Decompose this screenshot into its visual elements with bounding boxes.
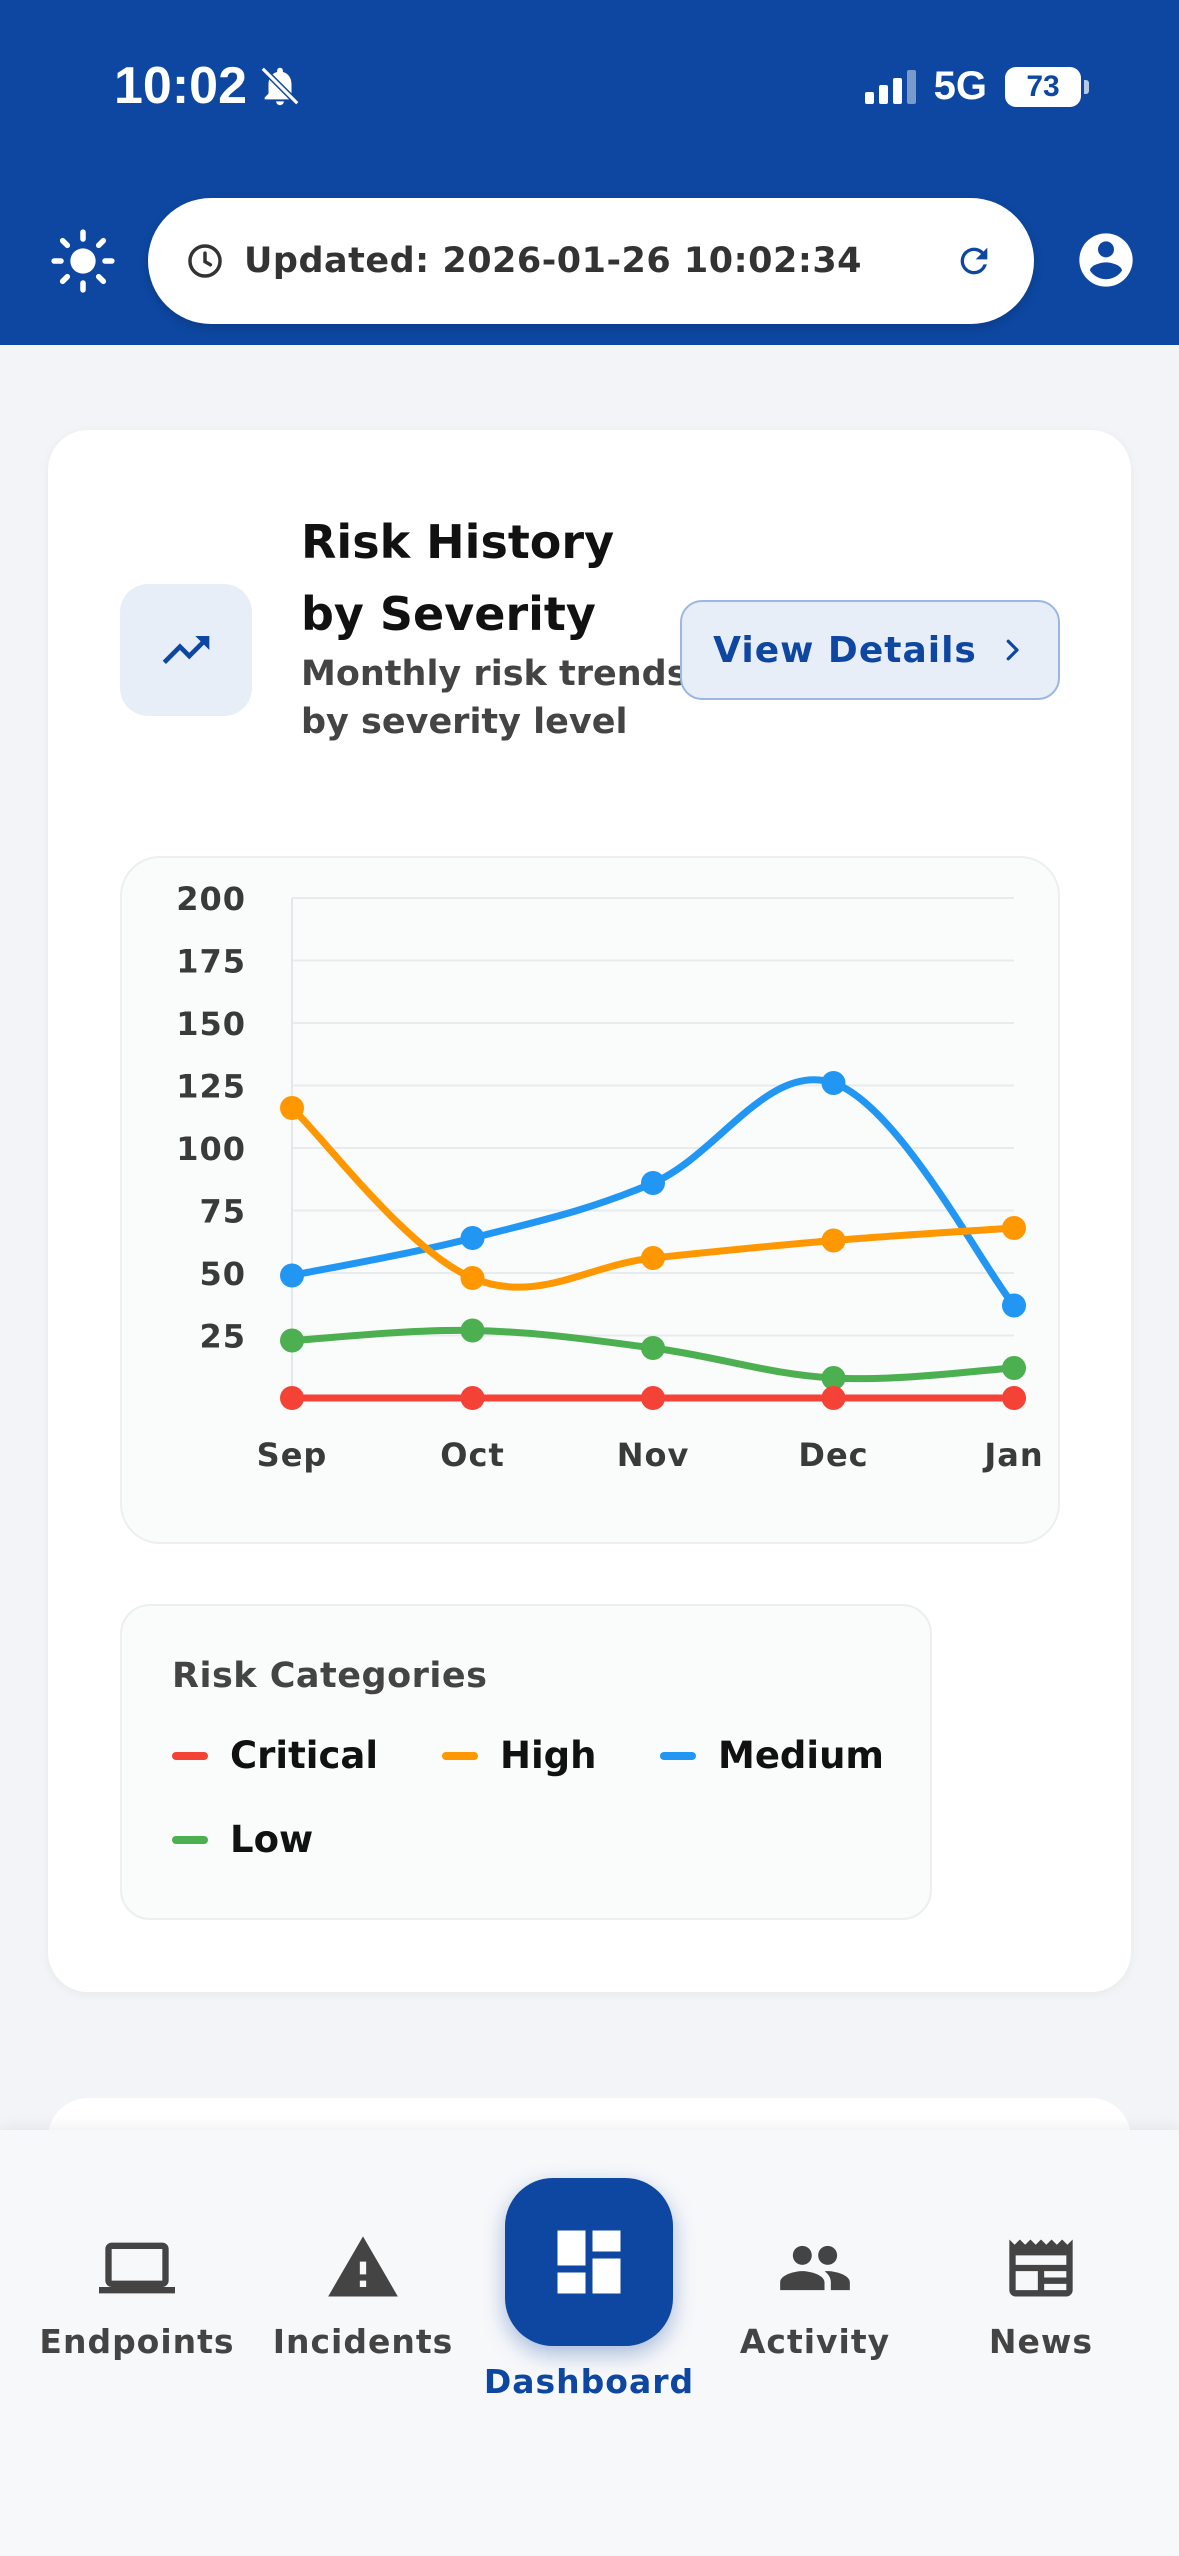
x-tick-label-sep: Sep bbox=[257, 1436, 328, 1474]
view-details-label: View Details bbox=[713, 629, 977, 671]
account-circle-icon[interactable] bbox=[1074, 228, 1138, 292]
y-tick-label-200: 200 bbox=[176, 880, 246, 918]
y-tick-label-50: 50 bbox=[199, 1255, 246, 1293]
trending-up-icon bbox=[162, 636, 210, 664]
data-point-high-nov bbox=[641, 1246, 665, 1270]
data-point-low-dec bbox=[821, 1366, 846, 1390]
signal-icon bbox=[864, 69, 916, 104]
legend-item-low: Low bbox=[172, 1818, 313, 1861]
data-point-low-oct bbox=[460, 1318, 485, 1343]
battery-icon: 73 bbox=[1005, 66, 1089, 107]
network-label: 5G bbox=[933, 64, 987, 108]
data-point-low-sep bbox=[280, 1328, 304, 1353]
refresh-icon[interactable] bbox=[954, 241, 994, 281]
legend-swatch-medium bbox=[660, 1751, 696, 1760]
status-bar-indicators: 5G 73 bbox=[864, 64, 1089, 109]
last-updated-pill: Updated: 2026-01-26 10:02:34 bbox=[148, 198, 1034, 324]
chevron-right-icon bbox=[1006, 639, 1019, 661]
data-point-low-nov bbox=[641, 1336, 665, 1360]
nav-dashboard-label[interactable]: Dashboard bbox=[483, 2362, 695, 2401]
data-point-medium-dec bbox=[821, 1071, 846, 1095]
data-point-critical-nov bbox=[641, 1386, 665, 1410]
nav-incidents[interactable]: Incidents bbox=[248, 2230, 478, 2361]
bell-slash-icon bbox=[260, 66, 300, 106]
bottom-navigation: Endpoints Incidents Dashboard Activity N… bbox=[0, 2130, 1179, 2556]
legend-swatch-low bbox=[172, 1835, 208, 1844]
card-icon-tile bbox=[120, 584, 252, 716]
data-point-critical-sep bbox=[280, 1386, 304, 1410]
app-header: 10:02 5G 73 Updated: 2026-01-26 10:02:34 bbox=[0, 0, 1179, 345]
data-point-high-jan bbox=[1002, 1216, 1026, 1240]
y-tick-label-150: 150 bbox=[176, 1005, 246, 1043]
legend-title: Risk Categories bbox=[172, 1656, 488, 1696]
battery-level: 73 bbox=[1026, 69, 1060, 103]
nav-endpoints[interactable]: Endpoints bbox=[22, 2230, 252, 2361]
y-tick-label-25: 25 bbox=[199, 1318, 246, 1356]
legend-item-critical: Critical bbox=[172, 1734, 378, 1777]
data-point-critical-jan bbox=[1002, 1386, 1026, 1410]
clock-icon bbox=[188, 244, 222, 278]
legend-swatch-high bbox=[442, 1751, 478, 1760]
nav-dashboard-button[interactable] bbox=[505, 2178, 673, 2346]
data-point-critical-oct bbox=[460, 1386, 485, 1410]
data-point-low-jan bbox=[1002, 1356, 1026, 1380]
chart-legend: Risk Categories Critical High Medium Low bbox=[120, 1604, 932, 1920]
x-tick-label-oct: Oct bbox=[440, 1436, 504, 1474]
people-icon bbox=[780, 2245, 850, 2291]
warning-icon bbox=[328, 2236, 398, 2297]
data-point-high-oct bbox=[460, 1266, 485, 1290]
legend-item-medium: Medium bbox=[660, 1734, 884, 1777]
card-subtitle: Monthly risk trends by severity level bbox=[301, 654, 688, 742]
data-point-high-sep bbox=[280, 1096, 304, 1120]
laptop-icon bbox=[99, 2242, 175, 2294]
nav-activity[interactable]: Activity bbox=[700, 2230, 930, 2361]
risk-line-chart: 25 50 75 100 125 150 175 200 Sep Oct Nov Dec Jan bbox=[120, 856, 1060, 1544]
dashboard-icon bbox=[557, 2230, 621, 2294]
x-tick-label-jan: Jan bbox=[982, 1436, 1043, 1474]
card-title: Risk History by Severity bbox=[301, 515, 615, 641]
newspaper-icon bbox=[1009, 2239, 1073, 2297]
x-tick-label-nov: Nov bbox=[617, 1436, 690, 1474]
risk-history-card: Risk History by Severity Monthly risk tr… bbox=[48, 430, 1131, 1992]
y-tick-label-100: 100 bbox=[176, 1130, 246, 1168]
data-point-critical-dec bbox=[821, 1386, 846, 1410]
legend-swatch-critical bbox=[172, 1751, 208, 1760]
data-point-medium-sep bbox=[280, 1263, 304, 1288]
nav-news[interactable]: News bbox=[926, 2230, 1156, 2361]
legend-item-high: High bbox=[442, 1734, 596, 1777]
last-updated-text: Updated: 2026-01-26 10:02:34 bbox=[244, 241, 863, 281]
y-tick-label-125: 125 bbox=[176, 1068, 246, 1106]
data-point-medium-oct bbox=[460, 1226, 485, 1250]
data-point-medium-jan bbox=[1002, 1293, 1026, 1318]
status-bar-time: 10:02 bbox=[114, 56, 303, 116]
y-tick-label-75: 75 bbox=[199, 1193, 246, 1231]
sun-icon[interactable] bbox=[50, 228, 116, 294]
data-point-high-dec bbox=[821, 1228, 846, 1253]
y-tick-label-175: 175 bbox=[176, 943, 246, 981]
data-point-medium-nov bbox=[641, 1171, 665, 1195]
chart-canvas: 25 50 75 100 125 150 175 200 Sep Oct Nov Dec Jan bbox=[176, 880, 1043, 1474]
x-tick-label-dec: Dec bbox=[798, 1436, 868, 1474]
view-details-button[interactable]: View Details bbox=[680, 600, 1060, 700]
